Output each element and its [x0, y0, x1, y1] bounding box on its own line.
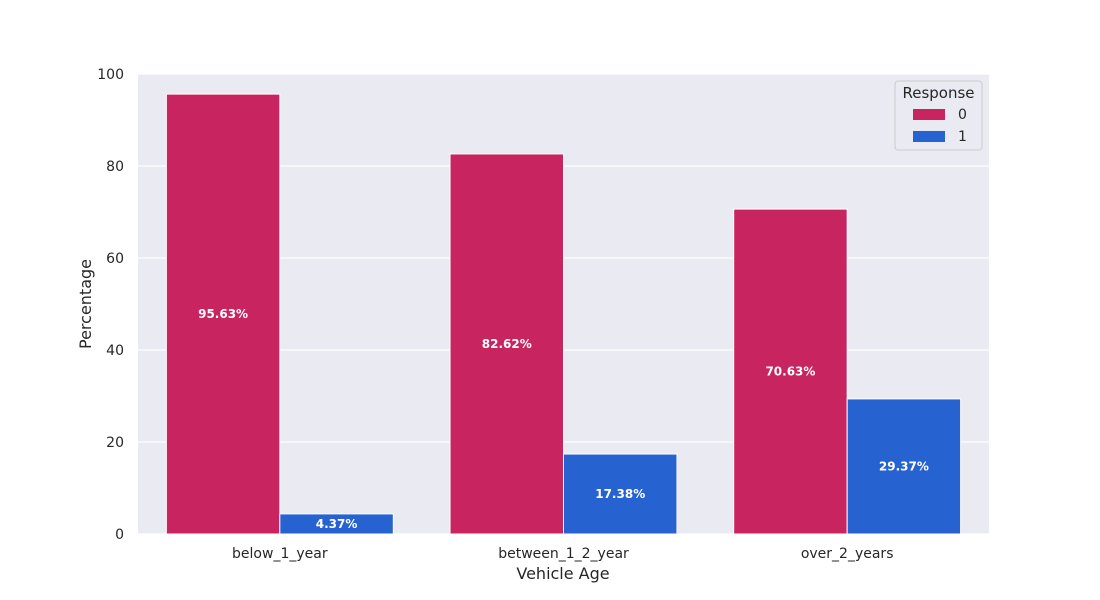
bar-over_2_years-response-0: [733, 208, 848, 535]
bar-between_1_2_year-response-1: [563, 453, 678, 535]
legend-swatch-1: [913, 131, 945, 142]
bar-between_1_2_year-response-0: [449, 153, 564, 535]
x-tick-label: over_2_years: [801, 546, 894, 562]
y-tick-label: 20: [106, 435, 124, 451]
bar-value-label: 82.62%: [482, 337, 532, 351]
bar-value-label: 29.37%: [879, 459, 929, 473]
x-axis-label: Vehicle Age: [516, 564, 609, 583]
bar-below_1_year-response-1: [279, 513, 394, 535]
y-tick-label: 0: [115, 527, 124, 543]
bar-labels: 95.63% 4.37% 82.62% 17.38% 70.63% 29.37%: [198, 307, 929, 531]
bar-below_1_year-response-0: [165, 93, 281, 535]
y-axis-ticks: 0 20 40 60 80 100: [97, 67, 124, 543]
bar-value-label: 70.63%: [765, 365, 815, 379]
legend-swatch-0: [913, 109, 945, 120]
legend-title: Response: [902, 84, 974, 102]
bar-value-label: 95.63%: [198, 307, 248, 321]
bars: [165, 93, 962, 535]
legend: Response 0 1: [894, 80, 983, 151]
x-tick-label: between_1_2_year: [498, 546, 629, 562]
bar-value-label: 17.38%: [595, 487, 645, 501]
legend-entry-1: 1: [958, 129, 967, 145]
y-axis-label: Percentage: [76, 259, 95, 349]
y-tick-label: 100: [97, 67, 124, 83]
y-tick-label: 60: [106, 251, 124, 267]
y-tick-label: 40: [106, 343, 124, 359]
bar-value-label: 4.37%: [316, 517, 358, 531]
x-tick-label: below_1_year: [232, 546, 328, 562]
x-axis-ticks: below_1_year between_1_2_year over_2_years: [232, 546, 893, 562]
y-tick-label: 80: [106, 159, 124, 175]
bar-over_2_years-response-1: [846, 398, 962, 535]
legend-entry-0: 0: [958, 107, 967, 123]
